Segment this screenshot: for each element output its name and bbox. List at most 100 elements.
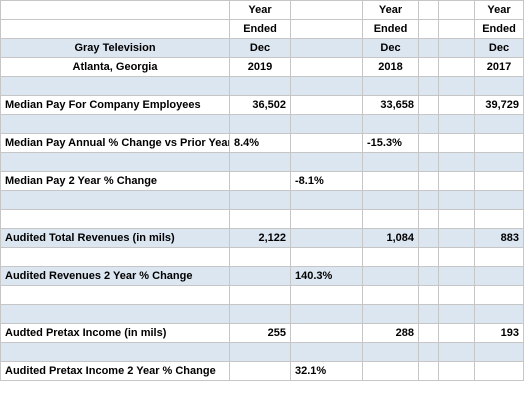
cell: 2,122: [229, 228, 291, 248]
cell: [290, 228, 363, 248]
cell: [290, 19, 363, 39]
cell: [474, 76, 524, 96]
cell: 1,084: [362, 228, 419, 248]
cell: [362, 152, 419, 172]
cell: [438, 114, 475, 134]
cell: [362, 285, 419, 305]
cell: [362, 266, 419, 286]
cell: 2017: [474, 57, 524, 77]
cell: [474, 361, 524, 381]
cell: Median Pay 2 Year % Change: [0, 171, 230, 191]
cell: 2018: [362, 57, 419, 77]
cell: [362, 247, 419, 267]
cell: 140.3%: [290, 266, 363, 286]
cell: [418, 361, 439, 381]
cell: [362, 209, 419, 229]
cell: Dec: [362, 38, 419, 58]
cell: [362, 114, 419, 134]
cell: [474, 171, 524, 191]
cell: [290, 209, 363, 229]
cell: Audited Total Revenues (in mils): [0, 228, 230, 248]
cell: [438, 152, 475, 172]
spreadsheet: Year Year Year Ended Ended Ended Gray Televisi…: [0, 0, 524, 381]
cell: [290, 114, 363, 134]
cell: [438, 285, 475, 305]
cell: [438, 190, 475, 210]
row: Median Pay 2 Year % Change -8.1%: [0, 171, 524, 191]
row: [0, 342, 524, 362]
cell: [290, 0, 363, 20]
cell: [362, 171, 419, 191]
cell: [474, 209, 524, 229]
cell: [474, 342, 524, 362]
cell: Audited Revenues 2 Year % Change: [0, 266, 230, 286]
cell: 255: [229, 323, 291, 343]
cell: [229, 171, 291, 191]
row: [0, 152, 524, 172]
cell: [474, 190, 524, 210]
cell: [229, 76, 291, 96]
cell: [0, 285, 230, 305]
cell: [474, 266, 524, 286]
cell: Atlanta, Georgia: [0, 57, 230, 77]
cell: [0, 190, 230, 210]
row: Median Pay For Company Employees 36,502 33…: [0, 95, 524, 115]
cell: [418, 57, 439, 77]
cell: [0, 76, 230, 96]
cell: Gray Television: [0, 38, 230, 58]
cell: Median Pay For Company Employees: [0, 95, 230, 115]
cell: Audited Pretax Income 2 Year % Change: [0, 361, 230, 381]
cell: [438, 266, 475, 286]
cell: [229, 266, 291, 286]
cell: 32.1%: [290, 361, 363, 381]
row: [0, 209, 524, 229]
cell: Year: [474, 0, 524, 20]
cell: [290, 304, 363, 324]
cell: Year: [229, 0, 291, 20]
cell: 2019: [229, 57, 291, 77]
cell: [418, 114, 439, 134]
cell: [474, 304, 524, 324]
row: Audited Total Revenues (in mils) 2,122 1,0…: [0, 228, 524, 248]
cell: [418, 19, 439, 39]
cell: [362, 190, 419, 210]
cell: Ended: [474, 19, 524, 39]
cell: [229, 304, 291, 324]
cell: [438, 342, 475, 362]
cell: [438, 0, 475, 20]
row: Gray Television Dec Dec Dec: [0, 38, 524, 58]
cell: Median Pay Annual % Change vs Prior Year: [0, 133, 230, 153]
cell: Year: [362, 0, 419, 20]
cell: [229, 247, 291, 267]
cell: [290, 247, 363, 267]
cell: Dec: [229, 38, 291, 58]
cell: [474, 247, 524, 267]
cell: [418, 304, 439, 324]
row: [0, 304, 524, 324]
cell: [438, 76, 475, 96]
cell: [290, 133, 363, 153]
cell: [290, 152, 363, 172]
cell: [438, 228, 475, 248]
cell: [362, 76, 419, 96]
row: Audted Pretax Income (in mils) 255 288 193: [0, 323, 524, 343]
cell: [290, 323, 363, 343]
cell: [418, 95, 439, 115]
row: Audited Pretax Income 2 Year % Change 32.…: [0, 361, 524, 381]
cell: [438, 95, 475, 115]
row: [0, 114, 524, 134]
cell: 883: [474, 228, 524, 248]
cell: [0, 247, 230, 267]
cell: [438, 38, 475, 58]
cell: 193: [474, 323, 524, 343]
row: Atlanta, Georgia 2019 2018 2017: [0, 57, 524, 77]
cell: Audted Pretax Income (in mils): [0, 323, 230, 343]
cell: [418, 342, 439, 362]
cell: [418, 247, 439, 267]
cell: [438, 304, 475, 324]
cell: 288: [362, 323, 419, 343]
row: [0, 190, 524, 210]
cell: [438, 247, 475, 267]
cell: [362, 361, 419, 381]
